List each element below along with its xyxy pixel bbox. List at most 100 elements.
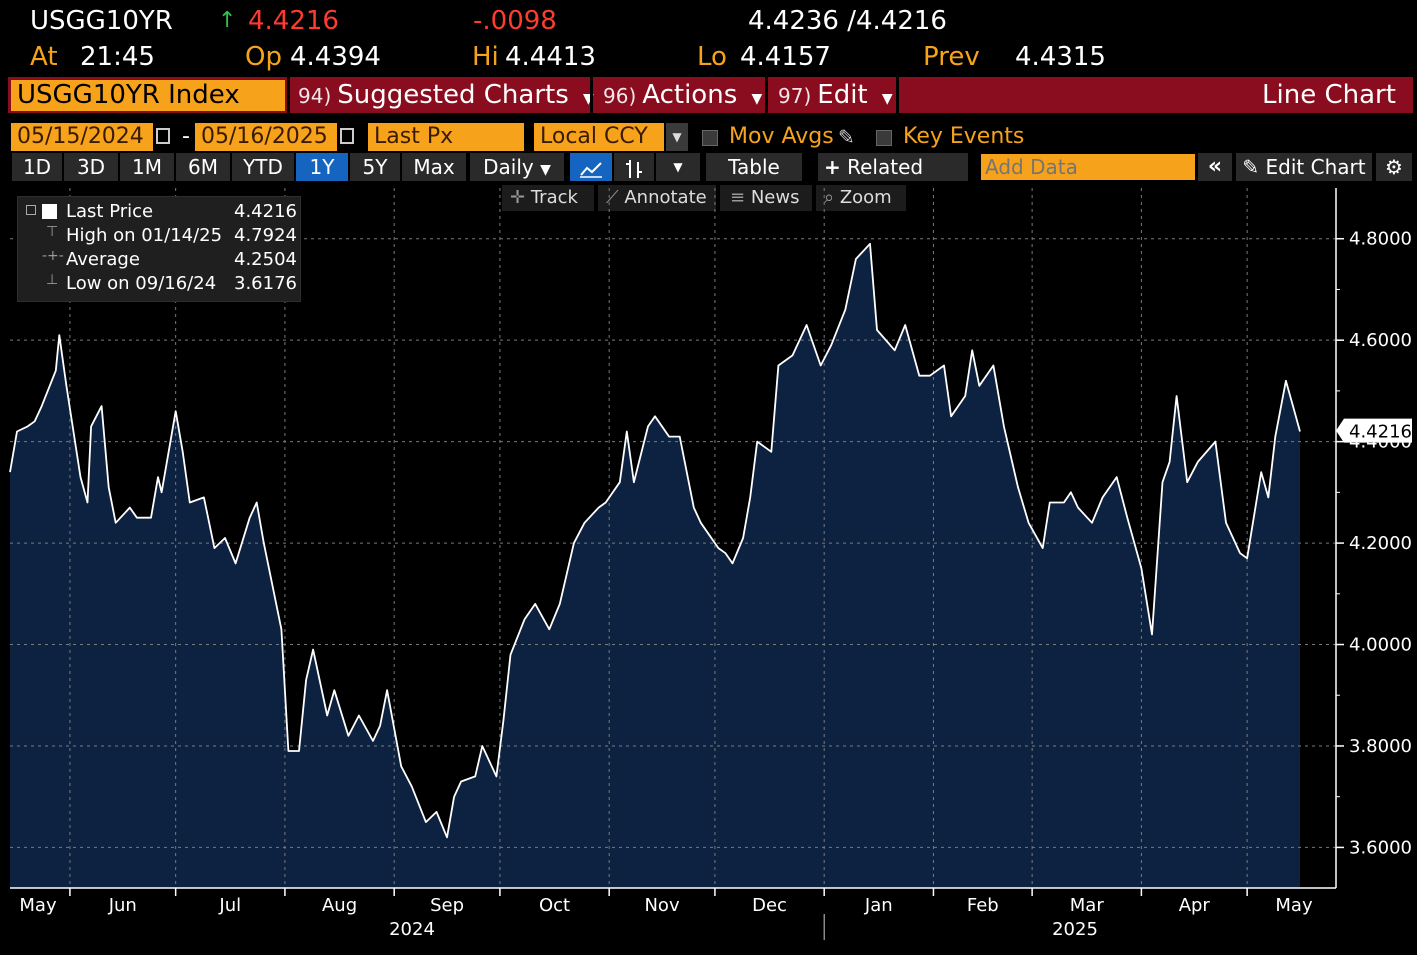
legend-last-value: 4.4216 — [234, 201, 297, 222]
frequency-select[interactable]: Daily ▼ — [470, 153, 564, 181]
legend-high-label: High on 01/14/25 — [66, 225, 223, 246]
ticker: USGG10YR — [30, 6, 173, 36]
low-marker-icon: ⊥ — [46, 272, 59, 288]
period-max[interactable]: Max — [402, 153, 466, 181]
bar-chart-icon[interactable] — [614, 153, 654, 181]
chart-type-label: Line Chart — [1262, 80, 1396, 110]
chart-style-dropdown[interactable]: ▼ — [656, 153, 700, 181]
legend-high-value: 4.7924 — [234, 225, 297, 246]
legend-low-value: 3.6176 — [234, 273, 297, 294]
period-1y[interactable]: 1Y — [296, 153, 348, 181]
calendar-icon[interactable] — [156, 128, 170, 144]
x-month-label: Oct — [539, 895, 570, 916]
edit-chart-button[interactable]: ✎ Edit Chart — [1236, 153, 1372, 181]
line-chart-icon[interactable] — [570, 153, 612, 181]
crosshair-icon: ✛ — [510, 187, 526, 208]
actions-label: Actions — [642, 80, 738, 110]
zoom-button[interactable]: ⌕ Zoom — [816, 185, 906, 211]
date-range-dash: - — [182, 124, 190, 149]
y-tick-label: 3.8000 — [1349, 736, 1412, 757]
collapse-icon[interactable]: « — [1198, 153, 1232, 181]
x-month-label: Jan — [864, 895, 893, 916]
calendar-icon[interactable] — [340, 128, 354, 144]
suggested-num: 94) — [298, 84, 332, 108]
price-area — [10, 243, 1300, 889]
high-label: Hi — [472, 42, 499, 72]
legend-line-swatch — [42, 204, 57, 219]
edit-chart-label: Edit Chart — [1265, 155, 1366, 179]
last-value-label: 4.4216 — [1349, 422, 1412, 443]
period-1d[interactable]: 1D — [12, 153, 62, 181]
actions-menu[interactable]: 96) Actions ▼ — [603, 77, 762, 113]
prev-label: Prev — [923, 42, 980, 72]
menu-separator — [896, 77, 899, 113]
y-tick-label: 4.8000 — [1349, 229, 1412, 250]
key-events-label: Key Events — [903, 124, 1025, 149]
x-month-label: Nov — [644, 895, 679, 916]
chevron-down-icon: ▼ — [540, 162, 551, 178]
annotate-icon: ⟋ — [606, 187, 619, 208]
x-year-label: 2024 — [389, 919, 435, 940]
legend-last-label: Last Price — [66, 201, 154, 222]
x-month-label: Jul — [218, 895, 241, 916]
period-6m[interactable]: 6M — [176, 153, 230, 181]
y-tick-label: 4.0000 — [1349, 635, 1412, 656]
y-tick-label: 3.6000 — [1349, 837, 1412, 858]
menu-separator — [765, 77, 768, 113]
security-box[interactable]: USGG10YR Index — [11, 80, 285, 111]
high-marker-icon: ⊤ — [46, 224, 59, 240]
currency-select[interactable]: Local CCY — [534, 123, 664, 151]
net-change: -.0098 — [473, 6, 557, 36]
legend-low-label: Low on 09/16/24 — [66, 273, 217, 294]
start-date-field[interactable]: 05/15/2024 — [11, 123, 153, 151]
x-month-label: May — [19, 895, 57, 916]
y-tick-label: 4.2000 — [1349, 533, 1412, 554]
edit-num: 97) — [778, 84, 812, 108]
period-1m[interactable]: 1M — [120, 153, 174, 181]
open-label: Op — [245, 42, 282, 72]
gear-icon[interactable]: ⚙ — [1376, 153, 1412, 181]
related-data-button[interactable]: + Related Data — [818, 153, 968, 181]
news-button[interactable]: ≡ News — [720, 185, 812, 211]
track-button[interactable]: ✛ Track — [502, 185, 594, 211]
x-month-label: May — [1275, 895, 1313, 916]
period-ytd[interactable]: YTD — [232, 153, 294, 181]
chevron-down-icon: ▼ — [751, 91, 763, 107]
suggested-label: Suggested Charts — [337, 80, 569, 110]
bid-ask: 4.4236 /4.4216 — [748, 6, 947, 36]
related-data-label: Related Data — [847, 155, 924, 179]
zoom-label: Zoom — [839, 187, 892, 208]
low-value: 4.4157 — [740, 42, 831, 72]
up-arrow-icon: ↑ — [218, 8, 237, 33]
currency-dropdown-button[interactable]: ▼ — [666, 123, 688, 151]
legend-average-value: 4.2504 — [234, 249, 297, 270]
mov-avgs-checkbox[interactable] — [702, 130, 718, 146]
y-tick-label: 4.4000 — [1349, 432, 1412, 453]
period-3d[interactable]: 3D — [64, 153, 118, 181]
end-date-field[interactable]: 05/16/2025 — [195, 123, 337, 151]
open-value: 4.4394 — [290, 42, 381, 72]
edit-menu[interactable]: 97) Edit ▼ — [778, 77, 893, 113]
high-value: 4.4413 — [505, 42, 596, 72]
last-price: 4.4216 — [248, 6, 339, 36]
legend-average-label: Average — [66, 249, 140, 270]
period-5y[interactable]: 5Y — [350, 153, 400, 181]
annotate-label: Annotate — [624, 187, 707, 208]
pencil-icon[interactable]: ✎ — [838, 125, 855, 149]
x-month-label: Sep — [430, 895, 464, 916]
average-marker-icon: -+- — [42, 248, 64, 264]
at-label: At — [30, 42, 58, 72]
pencil-icon: ✎ — [1242, 155, 1260, 179]
add-data-input[interactable] — [981, 154, 1195, 180]
chevron-down-icon: ▼ — [583, 91, 594, 107]
quote-time: 21:45 — [80, 42, 155, 72]
annotate-button[interactable]: ⟋ Annotate — [598, 185, 716, 211]
suggested-charts-menu[interactable]: 94) Suggested Charts ▼ — [298, 77, 594, 113]
table-button[interactable]: Table — [706, 153, 802, 181]
legend-collapse-icon[interactable] — [26, 205, 36, 215]
chevron-down-icon: ▼ — [881, 91, 893, 107]
key-events-checkbox[interactable] — [876, 130, 892, 146]
x-month-label: Dec — [752, 895, 787, 916]
price-field-select[interactable]: Last Px — [368, 123, 524, 151]
actions-num: 96) — [603, 84, 637, 108]
